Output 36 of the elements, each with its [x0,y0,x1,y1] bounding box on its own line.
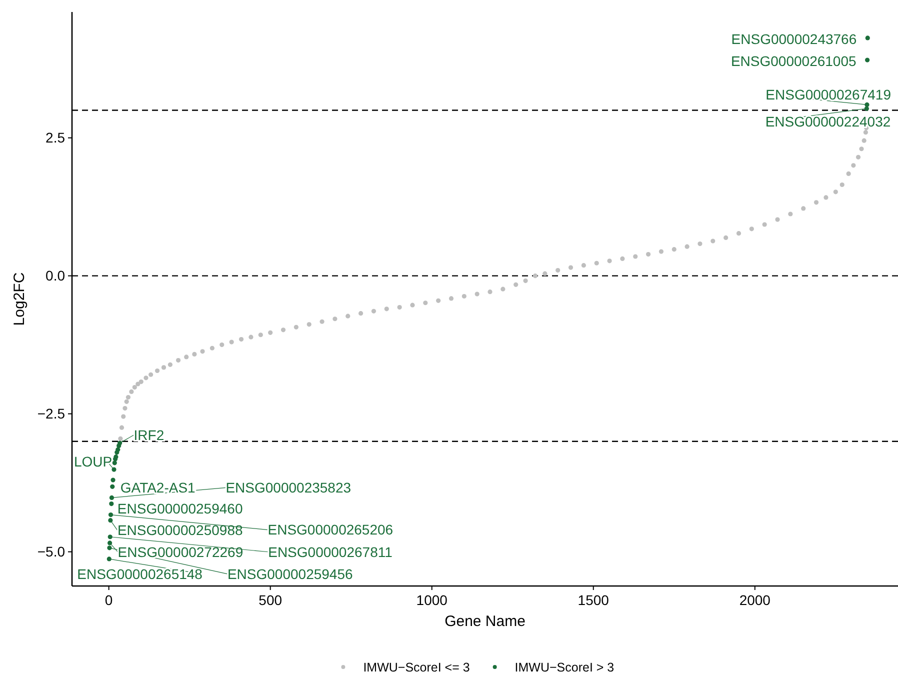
y-tick-label: −2.5 [37,406,66,422]
y-axis-title: Log2FC [11,272,28,326]
x-axis-title: Gene Name [444,613,526,630]
x-tick-label: 1500 [578,592,610,608]
x-tick-label: 500 [258,592,282,608]
y-tick-label: 2.5 [46,130,66,146]
point [112,460,117,466]
annotation: GATA2-AS1 [120,480,196,496]
legend-label: IMWU−ScoreI > 3 [514,660,614,674]
point [865,36,870,40]
y-tick-label: 0.0 [46,268,66,284]
y-tick-label: −5.0 [37,544,66,560]
legend-label: IMWU−ScoreI <= 3 [363,660,470,674]
annotation: ENSG00000250988 [117,522,243,538]
annotation: ENSG00000265148 [77,566,203,582]
annotation: ENSG00000224032 [765,113,891,130]
annotation: ENSG00000259460 [117,500,243,517]
annotation: ENSG00000261005 [730,52,857,69]
point [109,501,114,506]
annotation: ENSG00000267811 [268,544,393,560]
x-tick-label: 1000 [416,592,448,608]
point [865,58,870,62]
point [110,478,116,482]
annotation: ENSG00000267419 [766,86,892,103]
annotation: IRF2 [134,426,164,443]
annotation: ENSG00000243766 [731,30,857,47]
annotation: LOUP [74,453,112,470]
annotation: ENSG00000259456 [227,566,354,582]
annotation: ENSG00000265206 [268,522,394,538]
annotation: ENSG00000235823 [226,480,352,496]
point [108,512,114,518]
x-tick-label: 2000 [739,592,771,608]
point [109,495,114,500]
point [110,484,115,489]
x-tick-label: 0 [104,592,113,608]
point [116,447,120,452]
